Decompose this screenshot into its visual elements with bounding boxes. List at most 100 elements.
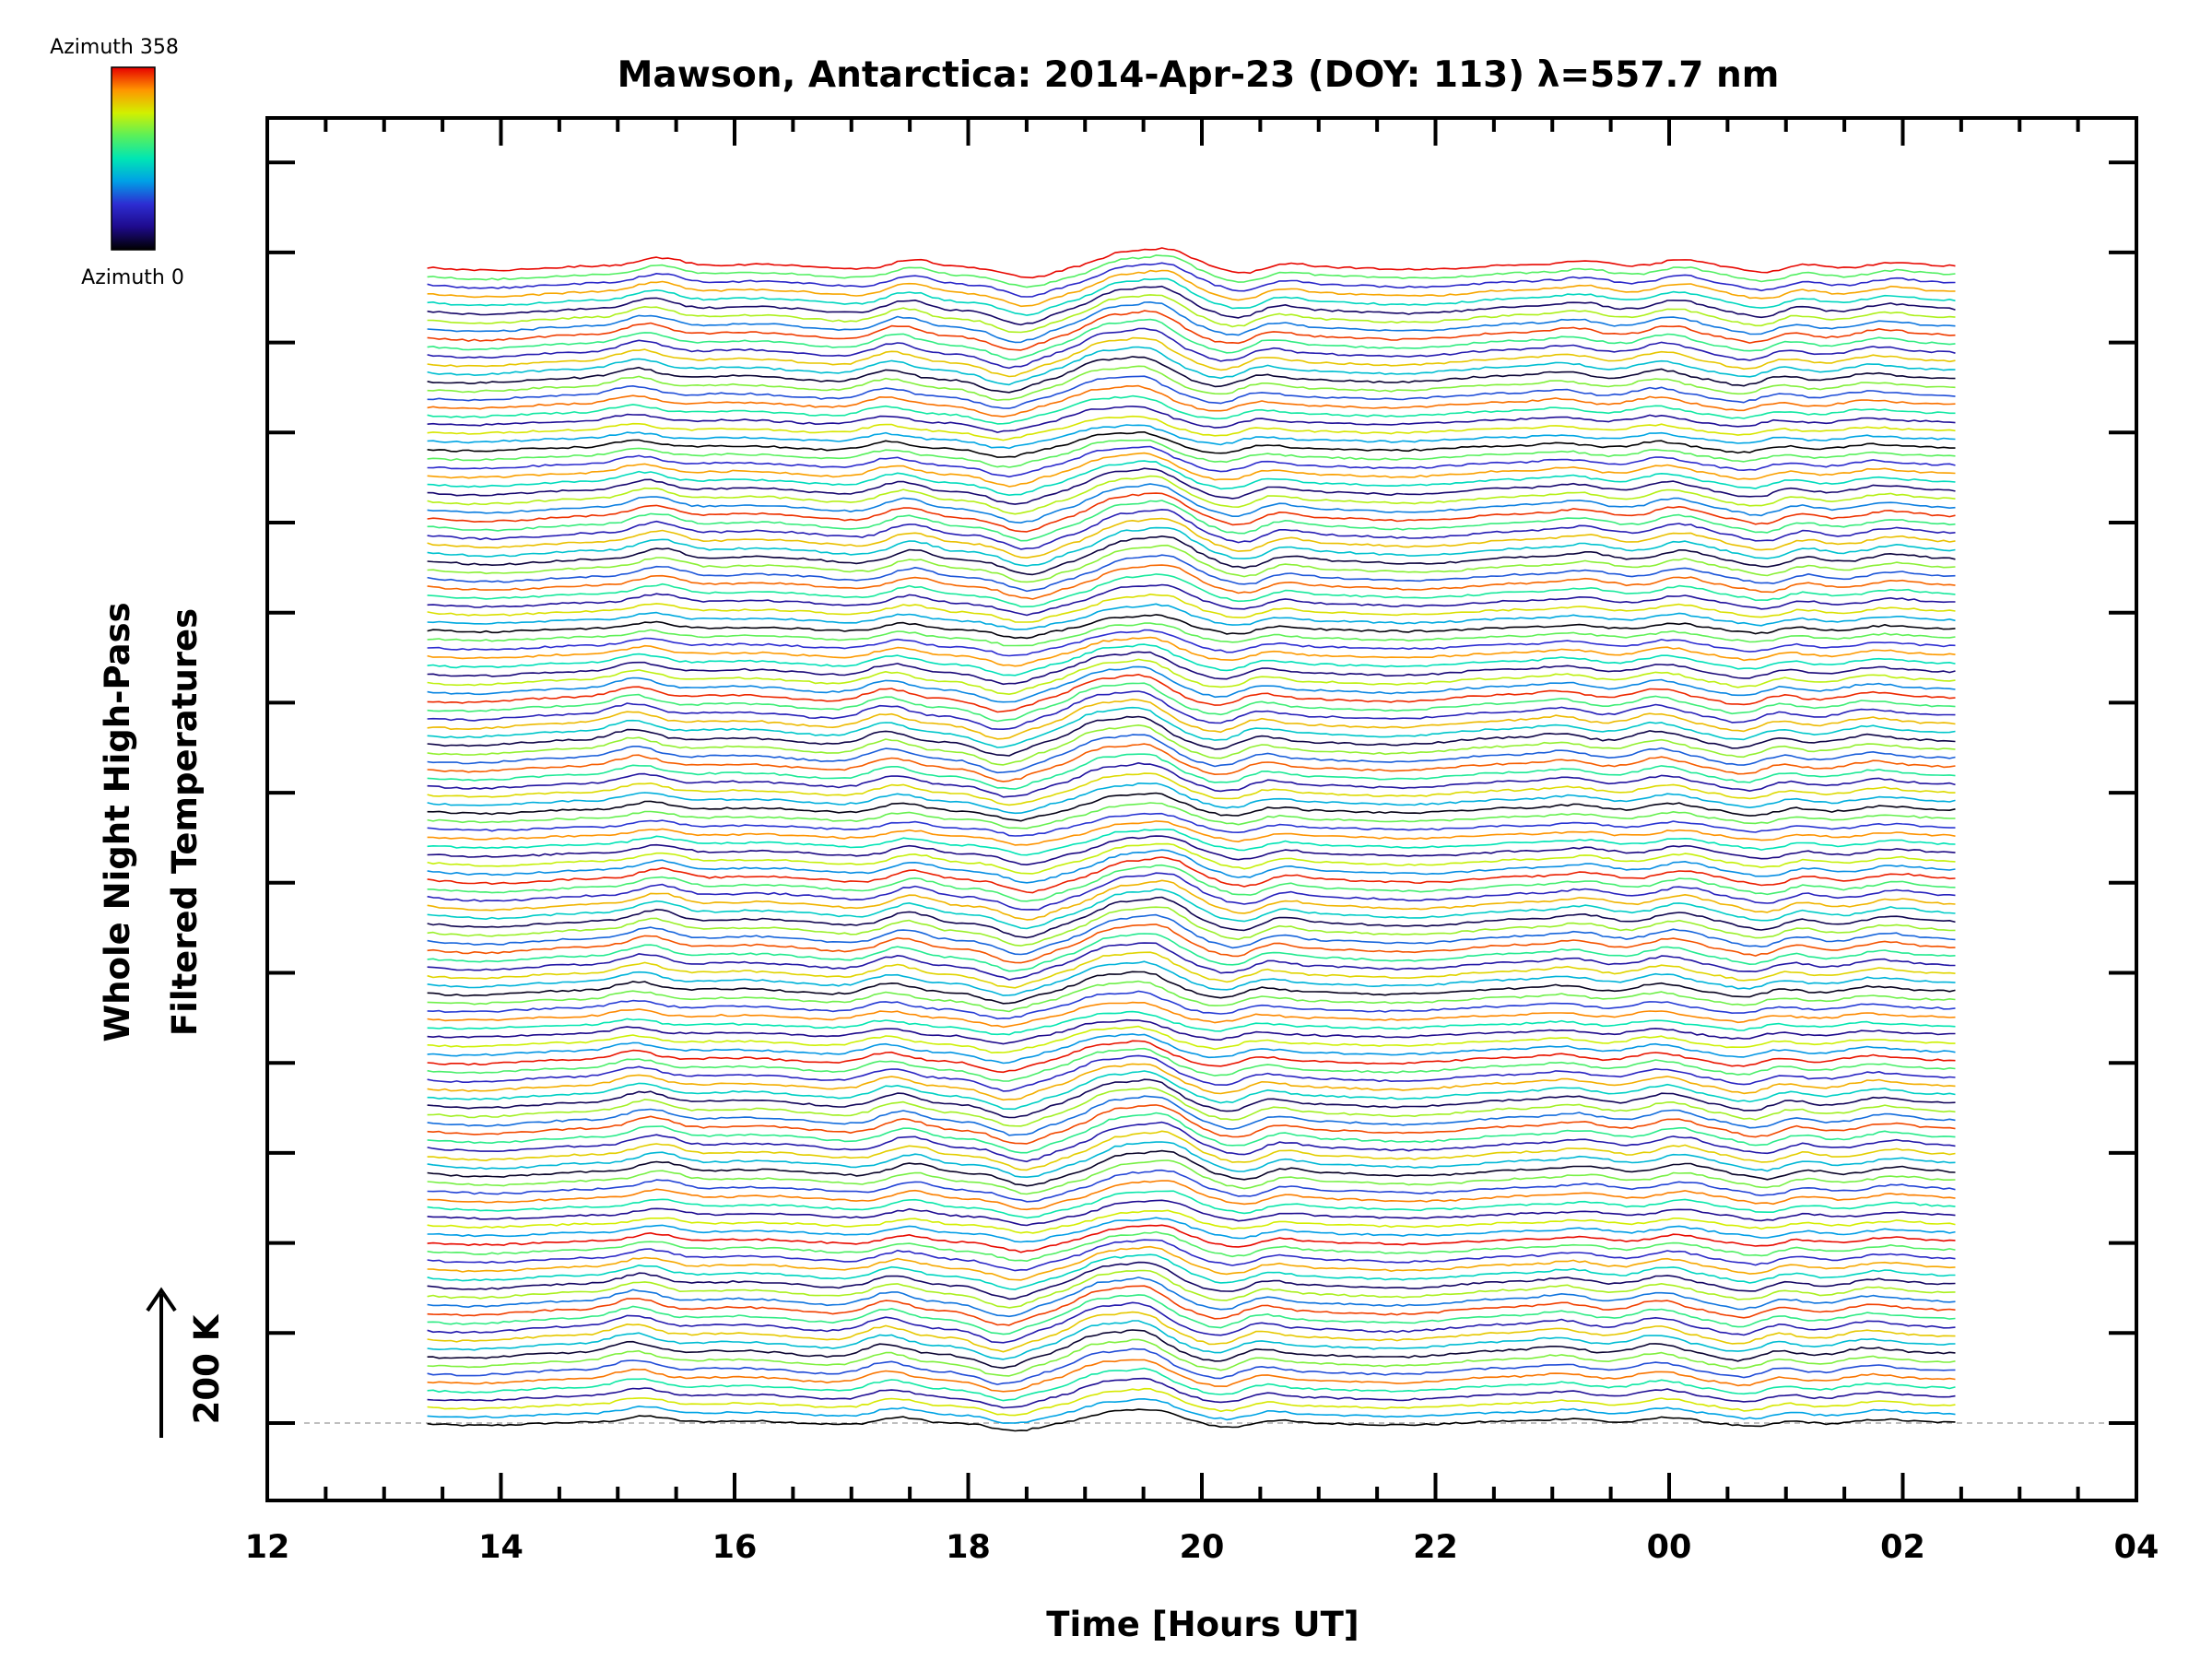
series-trace-98 — [427, 554, 1956, 593]
series-trace-22 — [427, 1217, 1956, 1243]
series-trace-75 — [427, 753, 1956, 790]
series-trace-2 — [427, 1387, 1956, 1417]
series-trace-9 — [427, 1320, 1956, 1360]
series-trace-71 — [427, 792, 1956, 822]
series-trace-91 — [427, 622, 1956, 647]
series-trace-117 — [427, 394, 1956, 425]
x-tick-label: 00 — [1647, 1529, 1692, 1566]
series-trace-127 — [427, 301, 1956, 344]
series-trace-101 — [427, 526, 1956, 567]
series-trace-120 — [427, 365, 1956, 401]
x-tick-label: 02 — [1880, 1529, 1925, 1566]
series-trace-81 — [427, 699, 1956, 740]
series-trace-102 — [427, 517, 1956, 559]
plot-area: 12 14 16 18 20 22 00 02 04 — [245, 116, 2159, 1566]
series-trace-99 — [427, 544, 1956, 583]
series-trace-104 — [427, 500, 1956, 542]
colorbar: Azimuth 358 Azimuth 0 — [50, 36, 184, 289]
series-trace-49 — [427, 980, 1956, 1013]
series-trace-86 — [427, 658, 1956, 695]
series-trace-31 — [427, 1130, 1956, 1171]
series-trace-97 — [427, 564, 1956, 600]
series-trace-114 — [427, 424, 1956, 450]
series-trace-16 — [427, 1261, 1956, 1300]
series-trace-57 — [427, 906, 1956, 947]
series-trace-37 — [427, 1078, 1956, 1119]
series-trace-30 — [427, 1141, 1956, 1178]
series-trace-41 — [427, 1047, 1956, 1082]
series-trace-46 — [427, 1010, 1956, 1036]
series-trace-54 — [427, 933, 1956, 972]
series-trace-23 — [427, 1209, 1956, 1234]
series-trace-66 — [427, 835, 1956, 865]
colorbar-label-bottom: Azimuth 0 — [81, 266, 184, 289]
series-trace-109 — [427, 460, 1956, 496]
series-trace-82 — [427, 690, 1956, 730]
series-trace-21 — [427, 1224, 1956, 1253]
series-trace-18 — [427, 1245, 1956, 1281]
series-trace-106 — [427, 483, 1956, 524]
series-trace-92 — [427, 614, 1956, 640]
series-trace-100 — [427, 535, 1956, 576]
series-trace-87 — [427, 651, 1956, 686]
series-trace-47 — [427, 1001, 1956, 1029]
series-trace-70 — [427, 802, 1956, 830]
series-trace-123 — [427, 336, 1956, 378]
series-trace-95 — [427, 583, 1956, 617]
series-trace-73 — [427, 772, 1956, 806]
series-trace-20 — [427, 1230, 1956, 1262]
x-tick-label: 04 — [2114, 1529, 2159, 1566]
series-trace-27 — [427, 1169, 1956, 1203]
series-trace-90 — [427, 629, 1956, 657]
series-trace-15 — [427, 1269, 1956, 1309]
series-trace-55 — [427, 924, 1956, 964]
series-trace-116 — [427, 406, 1956, 433]
series-trace-59 — [427, 888, 1956, 930]
series-trace-112 — [427, 439, 1956, 468]
x-tick-label: 22 — [1413, 1529, 1458, 1566]
series-trace-133 — [427, 254, 1956, 288]
series-trace-125 — [427, 318, 1956, 360]
series-trace-58 — [427, 896, 1956, 939]
series-trace-60 — [427, 879, 1956, 921]
series-trace-8 — [427, 1329, 1956, 1370]
series-trace-128 — [427, 294, 1956, 334]
series-trace-42 — [427, 1040, 1956, 1074]
series-trace-67 — [427, 829, 1956, 856]
series-trace-69 — [427, 812, 1956, 837]
series-trace-25 — [427, 1190, 1956, 1219]
series-trace-103 — [427, 509, 1956, 550]
series-trace-61 — [427, 872, 1956, 911]
series-trace-44 — [427, 1025, 1956, 1053]
series-trace-7 — [427, 1338, 1956, 1377]
series-trace-76 — [427, 743, 1956, 782]
series-trace-122 — [427, 346, 1956, 386]
series-trace-80 — [427, 706, 1956, 748]
series-trace-11 — [427, 1301, 1956, 1344]
series-trace-26 — [427, 1180, 1956, 1211]
series-trace-48 — [427, 990, 1956, 1020]
series-trace-62 — [427, 864, 1956, 902]
x-axis-label: Time [Hours UT] — [1046, 1605, 1359, 1644]
series-trace-74 — [427, 762, 1956, 798]
series-trace-68 — [427, 820, 1956, 846]
series-trace-113 — [427, 431, 1956, 458]
series-trace-65 — [427, 842, 1956, 875]
series-trace-126 — [427, 310, 1956, 351]
series-trace-33 — [427, 1112, 1956, 1154]
series-trace-96 — [427, 573, 1956, 608]
x-tick-label: 12 — [245, 1529, 290, 1566]
series-trace-1 — [427, 1398, 1956, 1424]
series-trace-52 — [427, 951, 1956, 989]
series-trace-94 — [427, 594, 1956, 623]
series-trace-115 — [427, 415, 1956, 441]
series-trace-32 — [427, 1121, 1956, 1163]
series-trace-39 — [427, 1063, 1956, 1101]
series-trace-111 — [427, 445, 1956, 478]
series-trace-64 — [427, 849, 1956, 884]
series-trace-14 — [427, 1277, 1956, 1318]
series-trace-88 — [427, 643, 1956, 677]
scale-bar-label: 200 K — [187, 1313, 227, 1424]
series-trace-40 — [427, 1054, 1956, 1092]
